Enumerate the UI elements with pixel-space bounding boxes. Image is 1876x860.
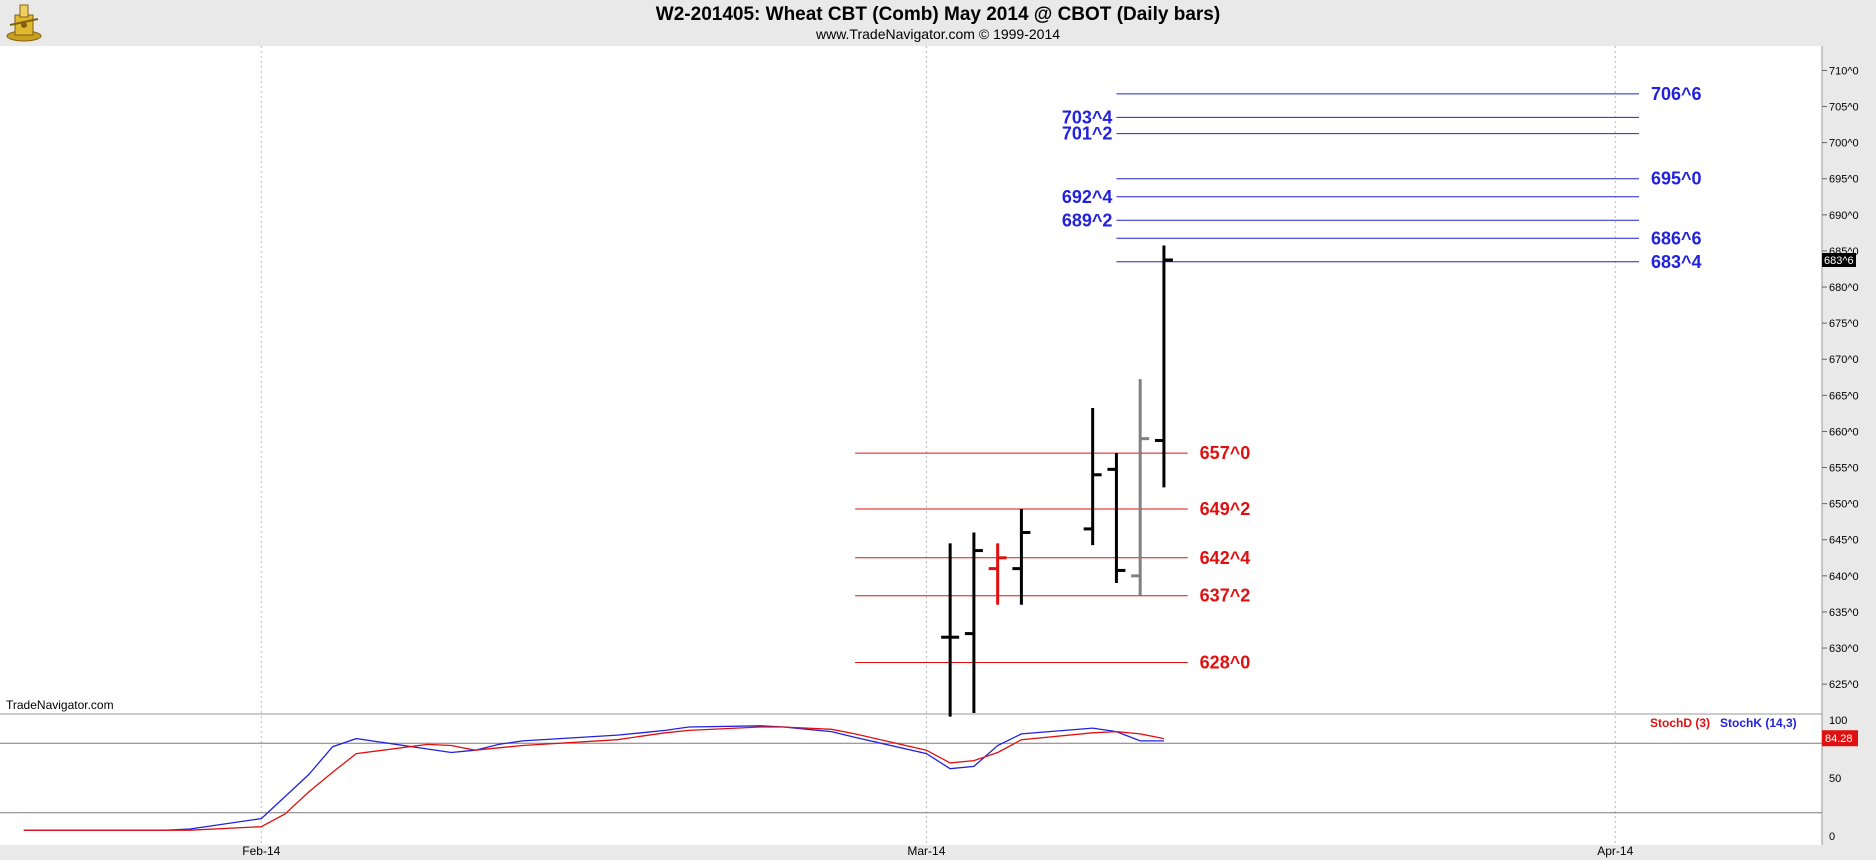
resistance-level-label: 701^2: [1062, 124, 1113, 144]
axis-layer: 625^0 630^0 635^0 640^0 645^0 650^0 655^0 660^0…: [242, 65, 1858, 858]
price-tick-label: 655^0: [1829, 463, 1859, 475]
price-tick-label: 700^0: [1829, 138, 1859, 150]
ohlc-bar: [988, 543, 1007, 605]
last-price-box: [1822, 252, 1856, 267]
ohlc-bar: [1154, 245, 1173, 488]
support-level-label: 657^0: [1200, 443, 1251, 463]
support-level-label: 649^2: [1200, 499, 1251, 519]
stochastic-tick-label: 50: [1829, 773, 1841, 785]
resistance-level-label: 706^6: [1651, 84, 1702, 104]
price-tick-label: 625^0: [1829, 679, 1859, 691]
price-tick-label: 705^0: [1829, 102, 1859, 114]
grid-layer: [0, 46, 1822, 845]
price-tick-label: 645^0: [1829, 535, 1859, 547]
price-tick-label: 690^0: [1829, 210, 1859, 222]
support-level-label: 637^2: [1200, 586, 1251, 606]
resistance-level-label: 689^2: [1062, 210, 1113, 230]
price-tick-label: 640^0: [1829, 571, 1859, 583]
chart-title: W2-201405: Wheat CBT (Comb) May 2014 @ C…: [655, 4, 1221, 25]
x-axis-label: Feb-14: [242, 844, 280, 858]
price-tick-label: 665^0: [1829, 390, 1859, 402]
stochastic-value-label: 84.28: [1825, 733, 1853, 745]
ohlc-bar: [941, 543, 960, 717]
stochastic-tick-label: 100: [1829, 715, 1847, 727]
price-tick-label: 660^0: [1829, 426, 1859, 438]
ohlc-bar: [964, 532, 983, 714]
ohlc-bar: [1107, 453, 1126, 584]
support-level-label: 628^0: [1200, 652, 1251, 672]
chart-subtitle: www.TradeNavigator.com © 1999-2014: [815, 26, 1061, 42]
price-tick-label: 710^0: [1829, 65, 1859, 77]
resistance-level-label: 692^4: [1062, 187, 1113, 207]
tradenavigator-logo: [4, 3, 44, 43]
resistance-level-label: 695^0: [1651, 169, 1702, 189]
stochastic-panel-background: [0, 714, 1822, 845]
ohlc-bar: [1131, 379, 1150, 596]
stochastic-layer: StochD (3) StochK (14,3): [23, 716, 1797, 831]
bars-layer: [941, 245, 1173, 717]
price-tick-label: 650^0: [1829, 499, 1859, 511]
price-tick-label: 695^0: [1829, 174, 1859, 186]
price-panel-background: [0, 46, 1822, 714]
support-level-label: 642^4: [1200, 548, 1251, 568]
last-price-label: 683^6: [1824, 255, 1854, 267]
x-axis-label: Mar-14: [907, 844, 945, 858]
watermark-text: TradeNavigator.com: [6, 698, 114, 712]
price-tick-label: 635^0: [1829, 607, 1859, 619]
price-tick-label: 680^0: [1829, 282, 1859, 294]
x-axis-label: Apr-14: [1597, 844, 1633, 858]
price-tick-label: 675^0: [1829, 318, 1859, 330]
stochastic-tick-label: 0: [1829, 831, 1835, 843]
stoch-d-line: [23, 726, 1165, 831]
price-tick-label: 630^0: [1829, 643, 1859, 655]
legend-stoch-d: StochD (3): [1650, 716, 1710, 730]
resistance-level-label: 703^4: [1062, 107, 1113, 127]
ohlc-bar: [1012, 509, 1031, 605]
legend-stoch-k: StochK (14,3): [1720, 716, 1797, 730]
resistance-level-label: 683^4: [1651, 252, 1702, 272]
resistance-level-label: 686^6: [1651, 228, 1702, 248]
ohlc-bar: [1083, 407, 1102, 546]
stochastic-value-box: [1822, 730, 1858, 747]
chart-header: W2-201405: Wheat CBT (Comb) May 2014 @ C…: [0, 0, 1876, 46]
price-tick-label: 670^0: [1829, 354, 1859, 366]
